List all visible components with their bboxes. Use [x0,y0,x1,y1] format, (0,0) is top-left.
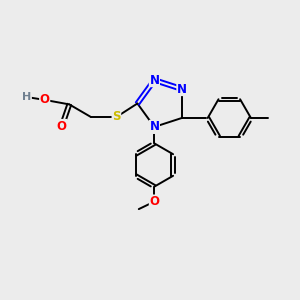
Text: O: O [57,119,67,133]
Text: O: O [149,195,159,208]
Text: N: N [177,82,187,95]
Text: S: S [112,110,121,124]
Text: O: O [40,93,50,106]
Text: N: N [149,120,159,134]
Text: H: H [22,92,31,103]
Text: N: N [149,74,159,87]
